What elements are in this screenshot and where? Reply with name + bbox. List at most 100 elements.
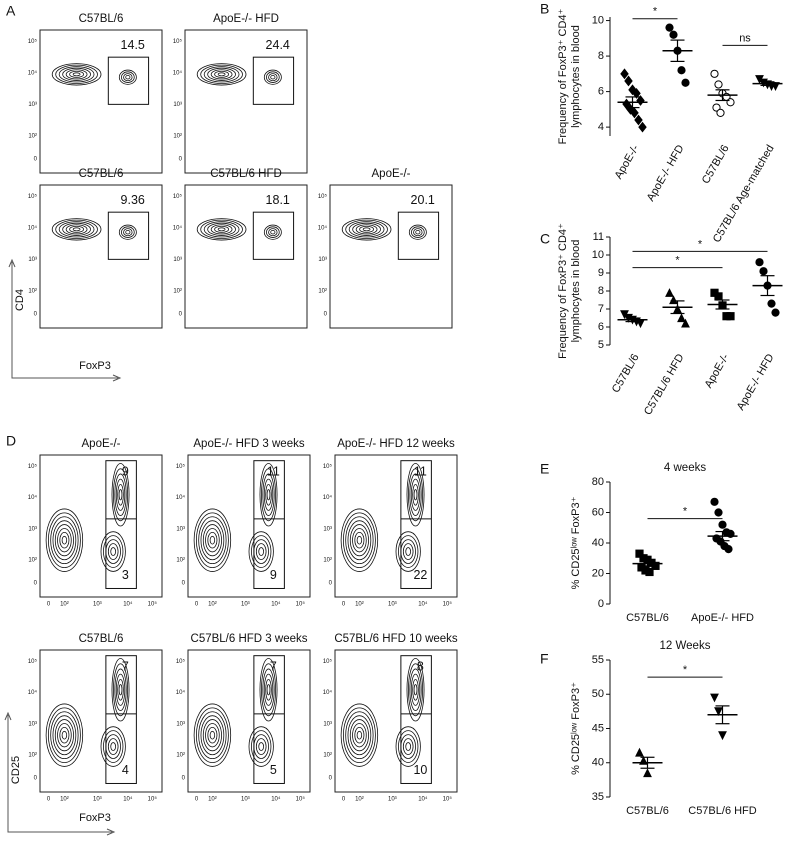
y-tick-label: 0 bbox=[329, 775, 333, 781]
contour bbox=[205, 723, 220, 748]
x-tick-label: ApoE-/- HFD bbox=[691, 612, 754, 624]
contour bbox=[248, 531, 274, 572]
x-tick-label: ApoE-/- bbox=[703, 352, 732, 391]
y-tick-label: 10² bbox=[28, 288, 37, 294]
dot bbox=[681, 78, 690, 87]
y-tick-label: 10² bbox=[323, 558, 332, 564]
y-tick-label: 10³ bbox=[323, 526, 332, 532]
gate-value: 14.5 bbox=[121, 38, 145, 52]
y-tick-label: 10⁴ bbox=[173, 224, 183, 231]
significance-label: * bbox=[698, 238, 703, 250]
contour bbox=[263, 224, 282, 240]
contour bbox=[410, 673, 421, 706]
contour bbox=[58, 66, 95, 83]
dot bbox=[636, 319, 645, 329]
gate-value: 5 bbox=[270, 763, 277, 777]
gate-value: 9 bbox=[122, 464, 129, 478]
x-tick-label: 10⁴ bbox=[123, 601, 133, 608]
x-tick-label: 10² bbox=[355, 602, 364, 608]
contour bbox=[200, 715, 225, 756]
contour bbox=[352, 222, 381, 236]
x-tick-label: 10⁴ bbox=[418, 796, 428, 803]
y-tick-label: 5 bbox=[598, 339, 604, 351]
dot bbox=[767, 299, 776, 308]
contour bbox=[348, 221, 385, 238]
contour bbox=[345, 711, 374, 760]
dot bbox=[710, 69, 719, 78]
contour bbox=[354, 531, 365, 549]
x-tick-label: 10⁵ bbox=[148, 601, 158, 608]
gate-value: 24.4 bbox=[266, 38, 290, 52]
y-tick-label: 0 bbox=[34, 156, 38, 162]
y-axis-label: % CD25ˡᵒʷ FoxP3⁺ bbox=[570, 682, 582, 775]
plot-title: C57BL/6 HFD 10 weeks bbox=[334, 633, 458, 645]
contour bbox=[72, 227, 81, 232]
x-tick-label: ApoE-/- HFD bbox=[735, 352, 777, 413]
contour bbox=[266, 71, 280, 83]
gate-value: 22 bbox=[413, 568, 427, 582]
gate-value: 3 bbox=[122, 568, 129, 582]
contour bbox=[356, 730, 363, 740]
plot-title: ApoE-/- HFD 3 weeks bbox=[193, 438, 304, 450]
dot bbox=[712, 103, 721, 112]
contour bbox=[415, 230, 421, 235]
x-tick-label: 10³ bbox=[241, 602, 250, 608]
contour bbox=[210, 224, 233, 235]
contour bbox=[61, 535, 68, 545]
contour bbox=[405, 742, 412, 751]
y-tick-label: 0 bbox=[598, 598, 604, 610]
x-tick-label-box: C57BL/6 bbox=[626, 612, 669, 624]
contour bbox=[45, 703, 84, 767]
gate-value: 11 bbox=[267, 464, 280, 478]
dot bbox=[665, 288, 674, 297]
y-tick-label: 0 bbox=[182, 580, 186, 586]
contour bbox=[196, 218, 247, 241]
contour bbox=[55, 219, 98, 239]
contour bbox=[255, 543, 267, 560]
arrow-head bbox=[4, 711, 116, 836]
contour bbox=[121, 71, 135, 83]
contour bbox=[69, 225, 84, 233]
y-tick-label: 10⁵ bbox=[323, 658, 333, 665]
y-tick-label: 10⁴ bbox=[173, 69, 183, 76]
gate-value: 7 bbox=[270, 659, 277, 673]
contour bbox=[113, 663, 129, 717]
y-tick-label: 4 bbox=[598, 121, 604, 133]
y-tick-label: 0 bbox=[34, 311, 38, 317]
dot bbox=[630, 107, 639, 119]
plot-frame bbox=[184, 184, 308, 329]
y-tick-label: 10³ bbox=[28, 102, 37, 108]
contour bbox=[123, 73, 133, 82]
contour bbox=[123, 228, 133, 237]
gate bbox=[252, 56, 295, 105]
contour bbox=[59, 726, 70, 744]
dot bbox=[620, 68, 629, 80]
plot-title: ApoE-/- HFD 12 weeks bbox=[337, 438, 455, 450]
contour bbox=[412, 483, 419, 506]
contour bbox=[118, 69, 137, 85]
contour bbox=[54, 524, 74, 557]
gate-value: 8 bbox=[417, 659, 424, 673]
contour bbox=[410, 478, 421, 511]
contour bbox=[413, 228, 423, 237]
contour bbox=[107, 738, 119, 755]
y-tick-label: 40 bbox=[592, 537, 604, 549]
gate bbox=[252, 211, 295, 260]
contour bbox=[202, 719, 222, 752]
y-tick-label: 10³ bbox=[28, 257, 37, 263]
x-tick-label: ApoE-/- HFD bbox=[645, 143, 687, 204]
contour bbox=[62, 222, 91, 236]
gate-value: 9.36 bbox=[121, 193, 145, 207]
y-tick-label: 10⁵ bbox=[176, 658, 186, 665]
x-tick-label: 10⁵ bbox=[443, 601, 453, 608]
contour bbox=[214, 70, 229, 78]
contour bbox=[266, 489, 271, 501]
plot-frame bbox=[39, 454, 163, 598]
y-tick-label: 10⁴ bbox=[28, 69, 38, 76]
contour bbox=[209, 730, 216, 740]
x-tick-label: 10³ bbox=[388, 797, 397, 803]
contour bbox=[349, 719, 369, 752]
x-tick-label: ApoE-/- bbox=[613, 143, 642, 182]
gate-value: 18.1 bbox=[266, 193, 290, 207]
